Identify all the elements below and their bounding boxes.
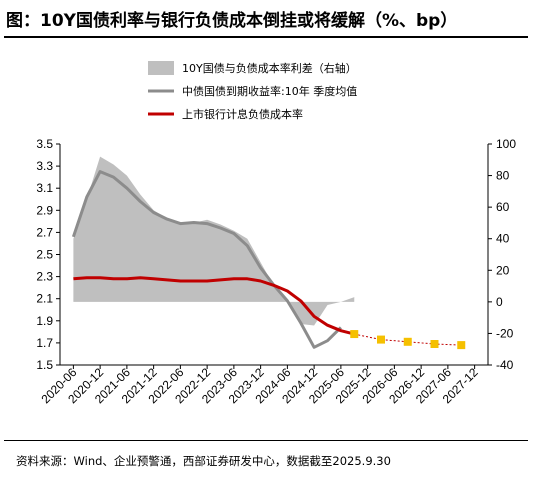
forecast-point	[457, 341, 466, 350]
forecast-point	[377, 335, 385, 344]
left-tick-label: 1.5	[36, 358, 53, 372]
footer-divider	[4, 440, 528, 441]
left-tick-label: 2.3	[36, 270, 53, 284]
forecast-point	[430, 340, 439, 349]
x-axis: 2020-062020-122021-062021-122022-062022-…	[38, 365, 481, 406]
plot-area	[59, 144, 489, 366]
treasury-yield-line	[71, 170, 342, 349]
legend-label: 中债国债到期收益率:10年 季度均值	[182, 84, 357, 98]
right-axis: -40 -20 0 20 40 60 80 100	[488, 137, 516, 372]
right-tick-label: 20	[496, 263, 510, 277]
spread-area	[73, 156, 355, 326]
right-tick-label: -20	[496, 326, 514, 340]
title-divider	[4, 36, 528, 38]
left-tick-label: 2.1	[36, 292, 53, 306]
chart-title: 图：10Y国债利率与银行负债成本倒挂或将缓解（%、bp）	[6, 11, 458, 31]
left-tick-label: 3.5	[36, 137, 53, 151]
right-tick-label: 0	[496, 295, 503, 309]
right-tick-label: 60	[496, 200, 510, 214]
bank-cost-line	[73, 276, 355, 336]
legend-swatch-spread	[148, 61, 174, 75]
legend-label: 10Y国债与负债成本率利差（右轴）	[182, 61, 357, 75]
right-tick-label: -40	[496, 358, 514, 372]
source-note: 资料来源：Wind、企业预警通，西部证券研发中心，数据截至2025.9.30	[16, 454, 391, 468]
legend-label: 上市银行计息负债成本率	[182, 107, 303, 121]
right-tick-label: 40	[496, 232, 510, 246]
bank-cost-forecast-line	[354, 333, 462, 346]
left-tick-label: 3.1	[36, 181, 53, 195]
right-tick-label: 100	[496, 137, 516, 151]
left-axis: 1.5 1.7 1.9 2.1 2.3 2.5 2.7 2.9 3.1 3.3 3.5	[36, 137, 60, 372]
left-tick-label: 3.3	[36, 159, 53, 173]
left-tick-label: 2.9	[36, 203, 53, 217]
forecast-point	[403, 337, 412, 346]
legend: 10Y国债与负债成本率利差（右轴） 中债国债到期收益率:10年 季度均值上市银行计…	[148, 61, 357, 121]
left-tick-label: 2.7	[36, 225, 53, 239]
right-tick-label: 80	[496, 169, 510, 183]
left-tick-label: 2.5	[36, 248, 53, 262]
left-tick-label: 1.9	[36, 314, 53, 328]
left-tick-label: 1.7	[36, 336, 53, 350]
forecast-point	[350, 330, 359, 339]
chart: 10Y国债与负债成本率利差（右轴） 中债国债到期收益率:10年 季度均值上市银行计…	[36, 61, 516, 406]
